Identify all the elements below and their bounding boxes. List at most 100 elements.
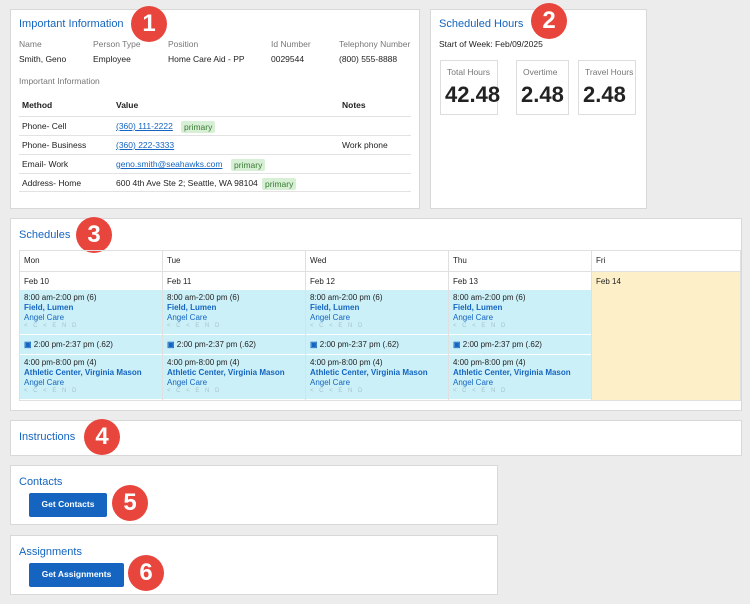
- total-hours-value: 42.48: [445, 82, 501, 107]
- shift-location[interactable]: Field, Lumen: [453, 303, 503, 312]
- travel-time-text: 2:00 pm-2:37 pm (.62): [33, 340, 113, 349]
- shift-agency: Angel Care: [453, 313, 494, 322]
- sub-title: Important Information: [19, 76, 100, 86]
- bus-icon: ▣: [453, 340, 461, 349]
- travel-block[interactable]: ▣ 2:00 pm-2:37 pm (.62): [449, 335, 591, 355]
- shift-block[interactable]: 4:00 pm-8:00 pm (4) Athletic Center, Vir…: [306, 355, 448, 400]
- travel-time: ▣ 2:00 pm-2:37 pm (.62): [310, 340, 399, 349]
- name-label: Name: [19, 39, 42, 49]
- travel-hours-stat: Travel Hours 2.48: [578, 60, 636, 115]
- bus-icon: ▣: [167, 340, 175, 349]
- shift-location[interactable]: Field, Lumen: [310, 303, 360, 312]
- travel-time-text: 2:00 pm-2:37 pm (.62): [462, 340, 542, 349]
- shift-block[interactable]: 8:00 am-2:00 pm (6) Field, Lumen Angel C…: [20, 290, 162, 335]
- date-header: Feb 14: [592, 272, 740, 400]
- day-column-mon: Mon Feb 10 8:00 am-2:00 pm (6) Field, Lu…: [20, 251, 163, 400]
- get-assignments-button[interactable]: Get Assignments: [29, 563, 124, 587]
- shift-agency: Angel Care: [167, 313, 208, 322]
- shift-action-icons[interactable]: < C < E N D: [24, 388, 79, 394]
- primary-badge: primary: [231, 159, 266, 171]
- shift-agency: Angel Care: [24, 313, 65, 322]
- shift-block[interactable]: 8:00 am-2:00 pm (6) Field, Lumen Angel C…: [306, 290, 448, 335]
- notes-cell: Work phone: [342, 140, 388, 150]
- shift-action-icons[interactable]: < C < E N D: [310, 323, 365, 329]
- travel-block[interactable]: ▣ 2:00 pm-2:37 pm (.62): [163, 335, 305, 355]
- day-name: Thu: [453, 256, 467, 265]
- day-header: Mon: [20, 251, 162, 272]
- primary-badge: primary: [262, 178, 297, 190]
- travel-time: ▣ 2:00 pm-2:37 pm (.62): [453, 340, 542, 349]
- shift-block[interactable]: 4:00 pm-8:00 pm (4) Athletic Center, Vir…: [163, 355, 305, 400]
- method-cell: Phone- Cell: [22, 121, 67, 131]
- date-header: Feb 10: [20, 272, 162, 290]
- travel-time-text: 2:00 pm-2:37 pm (.62): [176, 340, 256, 349]
- shift-location[interactable]: Athletic Center, Virginia Mason: [24, 368, 142, 377]
- travel-block[interactable]: ▣ 2:00 pm-2:37 pm (.62): [20, 335, 162, 355]
- id-label: Id Number: [271, 39, 311, 49]
- shift-action-icons[interactable]: < C < E N D: [453, 323, 508, 329]
- travel-hours-value: 2.48: [583, 82, 626, 107]
- date-header: Feb 12: [306, 272, 448, 290]
- shift-block[interactable]: 4:00 pm-8:00 pm (4) Athletic Center, Vir…: [449, 355, 591, 400]
- person-type-value: Employee: [93, 54, 131, 64]
- day-date: Feb 12: [310, 277, 335, 286]
- shift-action-icons[interactable]: < C < E N D: [167, 388, 222, 394]
- table-row: Address- Home 600 4th Ave Ste 2; Seattle…: [19, 173, 411, 192]
- day-name: Tue: [167, 256, 181, 265]
- table-row: Phone- Cell (360) 111-2222 primary: [19, 116, 411, 135]
- shift-location[interactable]: Field, Lumen: [167, 303, 217, 312]
- total-hours-label: Total Hours: [447, 67, 490, 77]
- value-link[interactable]: (360) 222-3333: [116, 140, 175, 150]
- shift-time: 4:00 pm-8:00 pm (4): [167, 358, 240, 367]
- shift-action-icons[interactable]: < C < E N D: [310, 388, 365, 394]
- shift-time: 8:00 am-2:00 pm (6): [453, 293, 526, 302]
- primary-badge: primary: [181, 121, 216, 133]
- shift-agency: Angel Care: [24, 378, 65, 387]
- shift-action-icons[interactable]: < C < E N D: [453, 388, 508, 394]
- overtime-value: 2.48: [521, 82, 564, 107]
- shift-time: 8:00 am-2:00 pm (6): [310, 293, 383, 302]
- shift-location[interactable]: Athletic Center, Virginia Mason: [310, 368, 428, 377]
- day-header: Tue: [163, 251, 305, 272]
- shift-block[interactable]: 4:00 pm-8:00 pm (4) Athletic Center, Vir…: [20, 355, 162, 400]
- overtime-label: Overtime: [523, 67, 558, 77]
- get-contacts-button[interactable]: Get Contacts: [29, 493, 107, 517]
- shift-location[interactable]: Field, Lumen: [24, 303, 74, 312]
- col-value: Value: [116, 100, 139, 110]
- person-type-label: Person Type: [93, 39, 141, 49]
- marker-2: 2: [531, 3, 567, 39]
- shift-agency: Angel Care: [310, 378, 351, 387]
- day-date: Feb 10: [24, 277, 49, 286]
- schedules-title[interactable]: Schedules: [19, 229, 71, 241]
- overtime-stat: Overtime 2.48: [516, 60, 569, 115]
- shift-action-icons[interactable]: < C < E N D: [167, 323, 222, 329]
- shift-agency: Angel Care: [453, 378, 494, 387]
- method-cell: Phone- Business: [22, 140, 87, 150]
- shift-agency: Angel Care: [310, 313, 351, 322]
- shift-location[interactable]: Athletic Center, Virginia Mason: [167, 368, 285, 377]
- date-header: Feb 11: [163, 272, 305, 290]
- value-link[interactable]: geno.smith@seahawks.com: [116, 159, 223, 169]
- shift-block[interactable]: 8:00 am-2:00 pm (6) Field, Lumen Angel C…: [163, 290, 305, 335]
- instructions-title[interactable]: Instructions: [19, 431, 76, 443]
- shift-location[interactable]: Athletic Center, Virginia Mason: [453, 368, 571, 377]
- important-info-card: Important Information Name Smith, Geno P…: [10, 9, 420, 209]
- contacts-card: Contacts Get Contacts: [10, 465, 498, 525]
- shift-agency: Angel Care: [167, 378, 208, 387]
- shift-block[interactable]: 8:00 am-2:00 pm (6) Field, Lumen Angel C…: [449, 290, 591, 335]
- value-link[interactable]: (360) 111-2222: [116, 121, 173, 131]
- shift-action-icons[interactable]: < C < E N D: [24, 323, 79, 329]
- day-date: Feb 14: [596, 277, 621, 286]
- value-cell: 600 4th Ave Ste 2; Seattle, WA 98104: [116, 178, 258, 188]
- id-value: 0029544: [271, 54, 305, 64]
- schedule-grid: Mon Feb 10 8:00 am-2:00 pm (6) Field, Lu…: [19, 250, 741, 401]
- shift-time: 4:00 pm-8:00 pm (4): [24, 358, 97, 367]
- important-info-title: Important Information: [19, 18, 124, 30]
- scheduled-hours-title: Scheduled Hours: [439, 18, 524, 30]
- travel-time-text: 2:00 pm-2:37 pm (.62): [319, 340, 399, 349]
- date-header: Feb 13: [449, 272, 591, 290]
- instructions-card: Instructions: [10, 420, 742, 456]
- day-name: Fri: [596, 256, 606, 265]
- travel-block[interactable]: ▣ 2:00 pm-2:37 pm (.62): [306, 335, 448, 355]
- shift-time: 4:00 pm-8:00 pm (4): [453, 358, 526, 367]
